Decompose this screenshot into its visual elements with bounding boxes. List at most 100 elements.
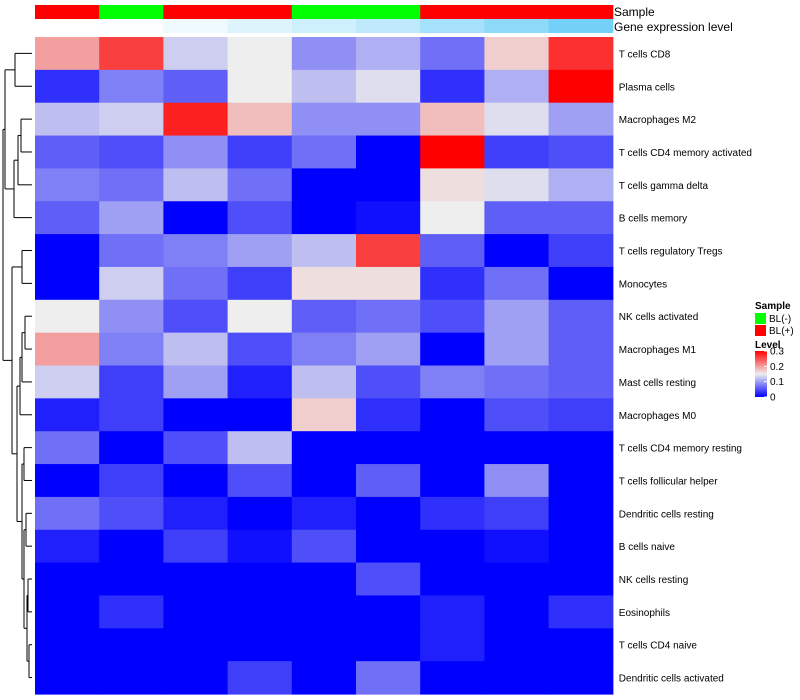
heatmap-cell xyxy=(291,496,357,531)
heatmap-cell xyxy=(548,37,614,71)
heatmap-cell xyxy=(420,398,485,432)
heatmap-cell xyxy=(484,332,550,367)
heatmap-cell xyxy=(420,201,485,235)
heatmap-cell xyxy=(227,562,293,597)
heatmap-cell xyxy=(227,299,293,334)
heatmap-cell xyxy=(163,595,229,629)
heatmap-cell xyxy=(227,365,293,399)
heatmap-cell xyxy=(356,299,421,334)
heatmap-cell xyxy=(548,398,614,432)
sample-annotation-cell xyxy=(35,5,100,19)
heatmap-cell xyxy=(163,168,229,202)
heatmap-cell xyxy=(163,234,229,268)
expression-annotation-cell xyxy=(99,19,164,33)
heatmap-cell xyxy=(99,299,164,334)
heatmap-cell xyxy=(484,661,550,695)
heatmap-cell xyxy=(163,496,229,531)
heatmap-cell xyxy=(227,398,293,432)
heatmap-cell xyxy=(99,661,164,695)
heatmap-cell xyxy=(163,37,229,71)
heatmap-cell xyxy=(291,365,357,399)
heatmap-cell xyxy=(291,266,357,301)
heatmap-cell xyxy=(227,234,293,268)
heatmap-cell xyxy=(163,398,229,432)
heatmap-cell xyxy=(35,595,100,629)
sample-annotation-cell xyxy=(548,5,614,19)
heatmap-cell xyxy=(420,266,485,301)
heatmap-cell xyxy=(291,595,357,629)
heatmap-cell xyxy=(356,562,421,597)
heatmap-cell xyxy=(99,332,164,367)
heatmap-cell xyxy=(227,464,293,498)
row-label: B cells naive xyxy=(619,542,676,553)
row-label: T cells CD4 memory resting xyxy=(619,444,742,455)
row-label: Macrophages M1 xyxy=(619,345,697,356)
row-label: Plasma cells xyxy=(619,82,675,93)
heatmap-cell xyxy=(163,102,229,137)
expression-annotation-cell xyxy=(356,19,421,33)
heatmap-cell xyxy=(356,234,421,268)
heatmap-cell xyxy=(420,529,485,564)
heatmap-cell xyxy=(99,102,164,137)
heatmap-cell xyxy=(356,201,421,235)
heatmap-cell xyxy=(420,135,485,169)
heatmap-cell xyxy=(99,37,164,71)
heatmap-cell xyxy=(548,266,614,301)
heatmap-cell xyxy=(548,595,614,629)
expression-annotation-track xyxy=(35,19,614,33)
heatmap-cell xyxy=(35,464,100,498)
sample-annotation-cell xyxy=(163,5,229,19)
heatmap-cell xyxy=(35,562,100,597)
heatmap-cell xyxy=(35,102,100,137)
legend-swatch xyxy=(755,325,766,336)
heatmap-cell xyxy=(163,529,229,564)
heatmap-cell xyxy=(35,661,100,695)
heatmap-cell xyxy=(163,135,229,169)
heatmap-cell xyxy=(35,135,100,169)
heatmap-cell xyxy=(356,332,421,367)
heatmap-cell xyxy=(484,595,550,629)
sample-annotation-cell xyxy=(356,5,421,19)
heatmap-cell xyxy=(420,168,485,202)
row-label: B cells memory xyxy=(619,214,687,225)
heatmap-cell xyxy=(163,299,229,334)
heatmap-cell xyxy=(484,37,550,71)
heatmap-cell xyxy=(484,464,550,498)
legend-level-title: Level xyxy=(755,340,781,351)
heatmap-cell xyxy=(484,201,550,235)
heatmap-cell xyxy=(291,529,357,564)
heatmap-cell xyxy=(548,628,614,662)
heatmap-cell xyxy=(484,398,550,432)
heatmap-cell xyxy=(227,201,293,235)
heatmap-cell xyxy=(356,37,421,71)
heatmap-cell xyxy=(35,628,100,662)
heatmap-cell xyxy=(35,365,100,399)
level-color-bar xyxy=(755,351,767,397)
heatmap-cell xyxy=(548,234,614,268)
row-label: Macrophages M0 xyxy=(619,411,697,422)
sample-annotation-cell xyxy=(291,5,357,19)
heatmap-cell xyxy=(484,431,550,465)
heatmap-cell xyxy=(163,464,229,498)
heatmap-cell xyxy=(356,628,421,662)
heatmap-cell xyxy=(291,431,357,465)
heatmap-cell xyxy=(548,201,614,235)
row-label: T cells CD4 memory activated xyxy=(619,148,752,159)
heatmap-cell xyxy=(420,365,485,399)
heatmap-cell xyxy=(291,37,357,71)
heatmap-cell xyxy=(99,595,164,629)
heatmap-cell xyxy=(420,234,485,268)
heatmap-cell xyxy=(227,529,293,564)
heatmap-cell xyxy=(227,661,293,695)
heatmap-cell xyxy=(99,234,164,268)
heatmap-cell xyxy=(548,496,614,531)
heatmap-cell xyxy=(163,69,229,104)
heatmap-cell xyxy=(484,266,550,301)
heatmap-cell xyxy=(227,496,293,531)
heatmap-cell xyxy=(99,529,164,564)
heatmap-cell xyxy=(484,299,550,334)
heatmap-cell xyxy=(99,628,164,662)
legend-entry-label: BL(+) xyxy=(769,326,794,337)
heatmap-cell xyxy=(163,628,229,662)
